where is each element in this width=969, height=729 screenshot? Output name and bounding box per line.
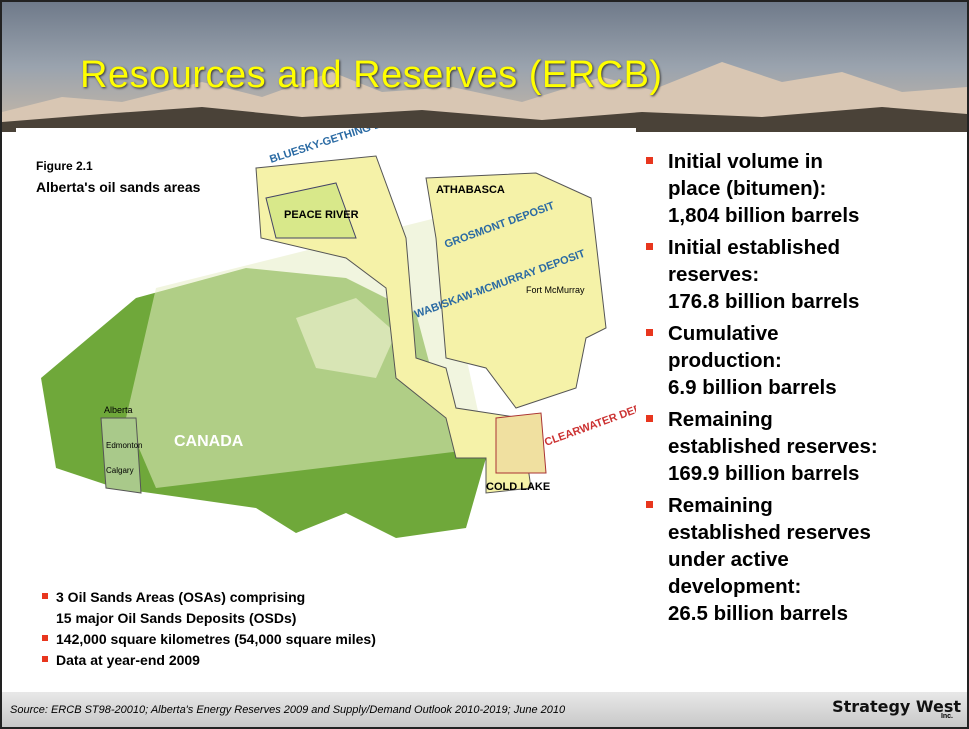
bullet-line: reserves: (668, 263, 760, 286)
bullet-line: Remaining (668, 408, 773, 431)
map-label: Calgary (106, 466, 134, 475)
bullet-line: production: (668, 349, 782, 372)
bullet-line: Data at year-end 2009 (56, 652, 200, 668)
source-note: Source: ERCB ST98-20010; Alberta's Energ… (10, 704, 566, 716)
bullet-line: 26.5 billion barrels (668, 602, 849, 625)
figure-number: Figure 2.1 (36, 159, 93, 173)
bullet-line: place (bitumen): (668, 177, 827, 200)
left-bullets: 3 Oil Sands Areas (OSAs) comprising 15 ma… (42, 587, 376, 671)
bullet-line: established reserves (668, 521, 871, 544)
bullet-marker (646, 501, 653, 508)
bullet: Remaining established reserves under activ… (642, 492, 967, 627)
figure-caption: Alberta's oil sands areas (36, 179, 201, 195)
map-label: COLD LAKE (486, 481, 550, 493)
bullet-line: Initial volume in (668, 150, 823, 173)
bullet-line: under active (668, 548, 789, 571)
bullet: Initial established reserves: 176.8 billio… (642, 234, 967, 315)
bullet-marker (646, 329, 653, 336)
map-label: Fort McMurray (526, 285, 585, 295)
logo: Strategy West (832, 697, 961, 716)
bullet-marker (646, 243, 653, 250)
right-bullets: Initial volume in place (bitumen): 1,804 b… (642, 148, 967, 632)
bullet-line: 176.8 billion barrels (668, 290, 860, 313)
bullet-line: Remaining (668, 494, 773, 517)
header-photo (2, 2, 967, 132)
bullet-line: 1,804 billion barrels (668, 204, 860, 227)
map-label: Alberta (104, 405, 133, 415)
map-label: CANADA (174, 433, 244, 450)
footer: Source: ERCB ST98-20010; Alberta's Energ… (2, 692, 967, 727)
map-figure: BLUESKY-GETHING DEPOSIT PEACE RIVER ATHA… (16, 128, 636, 568)
bullet: 142,000 square kilometres (54,000 square… (42, 629, 376, 650)
bullet: Initial volume in place (bitumen): 1,804 b… (642, 148, 967, 229)
map-label: PEACE RIVER (284, 209, 359, 221)
map-label: ATHABASCA (436, 184, 505, 196)
bullet-line: 142,000 square kilometres (54,000 square… (56, 631, 376, 647)
bullet-line: Initial established (668, 236, 841, 259)
bullet-marker (42, 593, 48, 599)
bullet-line: 3 Oil Sands Areas (OSAs) comprising (56, 589, 306, 605)
bullet-line: 15 major Oil Sands Deposits (OSDs) (56, 610, 297, 626)
bullet-marker (42, 656, 48, 662)
bullet-marker (646, 415, 653, 422)
slide-title: Resources and Reserves (ERCB) (80, 54, 663, 96)
map-label: Edmonton (106, 441, 142, 450)
bullet: Cumulative production: 6.9 billion barrels (642, 320, 967, 401)
bullet-line: development: (668, 575, 802, 598)
bullet-line: Cumulative (668, 322, 779, 345)
bullet: Data at year-end 2009 (42, 650, 376, 671)
bullet-marker (42, 635, 48, 641)
logo-sub: Inc. (940, 713, 953, 720)
bullet-line: 6.9 billion barrels (668, 376, 837, 399)
bullet-marker (646, 157, 653, 164)
bullet: 3 Oil Sands Areas (OSAs) comprising 15 ma… (42, 587, 376, 629)
bullet: Remaining established reserves: 169.9 bill… (642, 406, 967, 487)
bullet-line: established reserves: (668, 435, 878, 458)
bullet-line: 169.9 billion barrels (668, 462, 860, 485)
